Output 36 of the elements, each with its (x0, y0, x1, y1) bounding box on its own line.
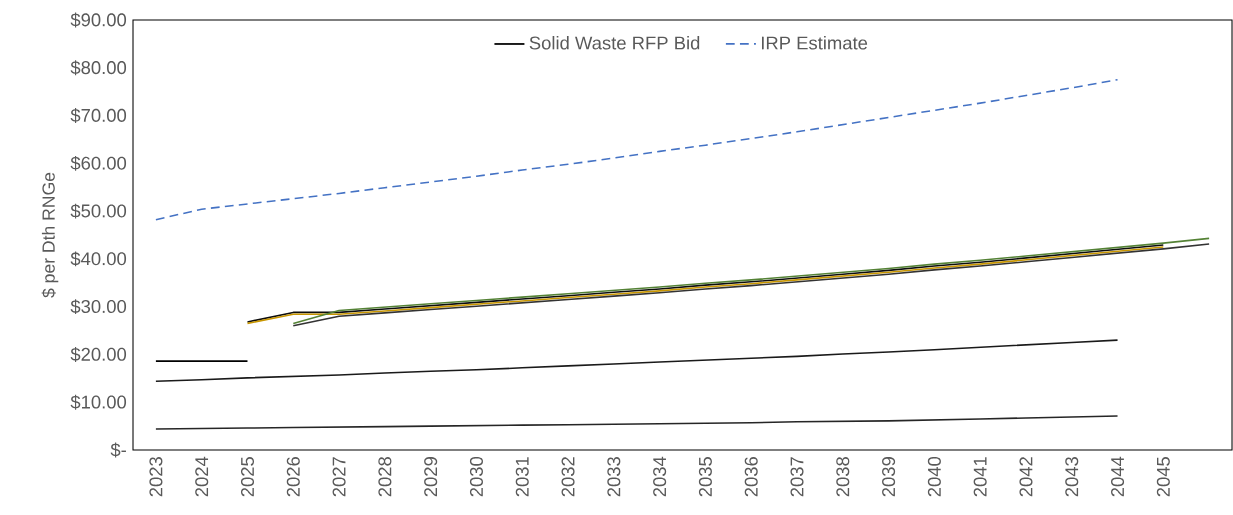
x-tick-label: 2043 (1065, 457, 1079, 497)
y-tick-label: $10.00 (70, 394, 127, 410)
y-tick-label: $30.00 (70, 299, 127, 315)
x-tick-label: 2033 (607, 457, 621, 497)
x-tick-label: 2044 (1111, 456, 1125, 497)
x-tick-label: 2028 (378, 457, 392, 497)
x-tick-label: 2024 (195, 456, 209, 497)
y-tick-label: $80.00 (70, 60, 127, 76)
legend-label: Solid Waste RFP Bid (529, 35, 700, 50)
x-tick-label: 2030 (469, 456, 483, 497)
legend-label: IRP Estimate (761, 35, 868, 50)
x-tick-label: 2041 (973, 457, 987, 497)
y-tick-label: $60.00 (70, 155, 127, 171)
x-tick-label: 2036 (744, 457, 758, 497)
x-tick-label: 2032 (561, 457, 575, 497)
x-tick-label: 2025 (240, 457, 255, 497)
x-tick-label: 2042 (1019, 457, 1033, 497)
x-tick-label: 2038 (836, 457, 850, 497)
x-tick-label: 2045 (1156, 457, 1170, 497)
x-tick-label: 2031 (515, 457, 529, 497)
x-tick-label: 2029 (424, 457, 438, 497)
y-tick-label: $40.00 (70, 251, 127, 267)
y-tick-label: $- (110, 442, 126, 458)
x-tick-label: 2040 (927, 456, 941, 497)
y-tick-label: $90.00 (70, 12, 127, 28)
y-tick-label: $20.00 (70, 346, 127, 362)
x-tick-label: 2037 (790, 457, 804, 497)
x-tick-label: 2034 (653, 456, 667, 497)
y-tick-label: $50.00 (70, 203, 127, 219)
x-tick-label: 2023 (149, 457, 163, 497)
y-axis-title: $ per Dth RNGe (41, 172, 59, 298)
x-tick-label: 2027 (332, 457, 346, 497)
y-tick-label: $70.00 (70, 108, 127, 124)
x-tick-label: 2035 (698, 457, 712, 497)
x-tick-label: 2026 (286, 457, 300, 497)
x-tick-label: 2039 (882, 457, 896, 497)
